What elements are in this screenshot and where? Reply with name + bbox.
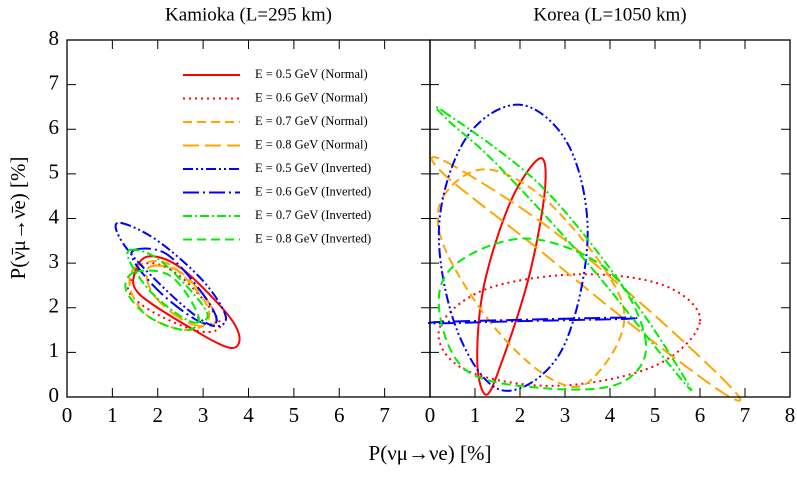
y-tick-label: 0 <box>49 383 60 407</box>
curve <box>437 273 702 387</box>
panel-title: Kamioka (L=295 km) <box>165 4 332 25</box>
curve <box>126 248 209 324</box>
x-tick-label: 5 <box>650 403 661 427</box>
legend-label: E = 0.5 GeV (Inverted) <box>255 161 371 175</box>
y-tick-label: 5 <box>49 160 60 184</box>
legend-label: E = 0.7 GeV (Inverted) <box>255 208 371 222</box>
y-tick-label: 8 <box>49 26 60 50</box>
curve <box>437 103 589 392</box>
x-tick-label: 4 <box>605 403 616 427</box>
panel-title: Korea (L=1050 km) <box>533 4 686 25</box>
legend-label: E = 0.5 GeV (Normal) <box>255 67 368 81</box>
curve <box>430 156 742 402</box>
plot-frame <box>429 39 791 398</box>
y-axis-label: P(ν̄μ→ν̄e) [%] <box>6 157 30 280</box>
legend-label: E = 0.7 GeV (Normal) <box>255 114 368 128</box>
curve <box>130 247 218 326</box>
x-tick-label: 5 <box>289 403 300 427</box>
x-tick-label: 2 <box>515 403 526 427</box>
curve <box>114 221 227 328</box>
y-tick-label: 3 <box>49 249 60 273</box>
x-tick-label: 3 <box>560 403 571 427</box>
x-tick-label: 7 <box>379 403 390 427</box>
x-tick-label: 8 <box>785 403 796 427</box>
curve <box>427 316 638 325</box>
curve <box>434 105 693 392</box>
y-tick-label: 2 <box>49 294 60 318</box>
legend-label: E = 0.8 GeV (Inverted) <box>255 231 371 245</box>
curve <box>437 237 648 391</box>
x-tick-label: 4 <box>243 403 254 427</box>
curve <box>124 269 200 332</box>
x-tick-label: 0 <box>62 403 73 427</box>
x-tick-label: 7 <box>740 403 751 427</box>
x-tick-label: 0 <box>425 403 436 427</box>
y-tick-label: 1 <box>49 338 60 362</box>
curve <box>128 259 211 332</box>
y-tick-label: 7 <box>49 70 60 94</box>
x-tick-label: 6 <box>334 403 345 427</box>
x-tick-label: 6 <box>695 403 706 427</box>
plot-frame <box>66 39 431 398</box>
legend-label: E = 0.8 GeV (Normal) <box>255 137 368 151</box>
x-tick-label: 1 <box>107 403 118 427</box>
curve <box>436 168 626 388</box>
y-tick-label: 6 <box>49 115 60 139</box>
y-tick-label: 4 <box>49 204 60 228</box>
x-tick-label: 2 <box>153 403 164 427</box>
curve <box>476 157 547 396</box>
x-axis-label: P(νμ→νe) [%] <box>369 441 492 465</box>
legend-label: E = 0.6 GeV (Normal) <box>255 90 368 104</box>
curve <box>132 255 241 349</box>
legend-label: E = 0.6 GeV (Inverted) <box>255 184 371 198</box>
x-tick-label: 1 <box>470 403 481 427</box>
x-tick-label: 3 <box>198 403 209 427</box>
